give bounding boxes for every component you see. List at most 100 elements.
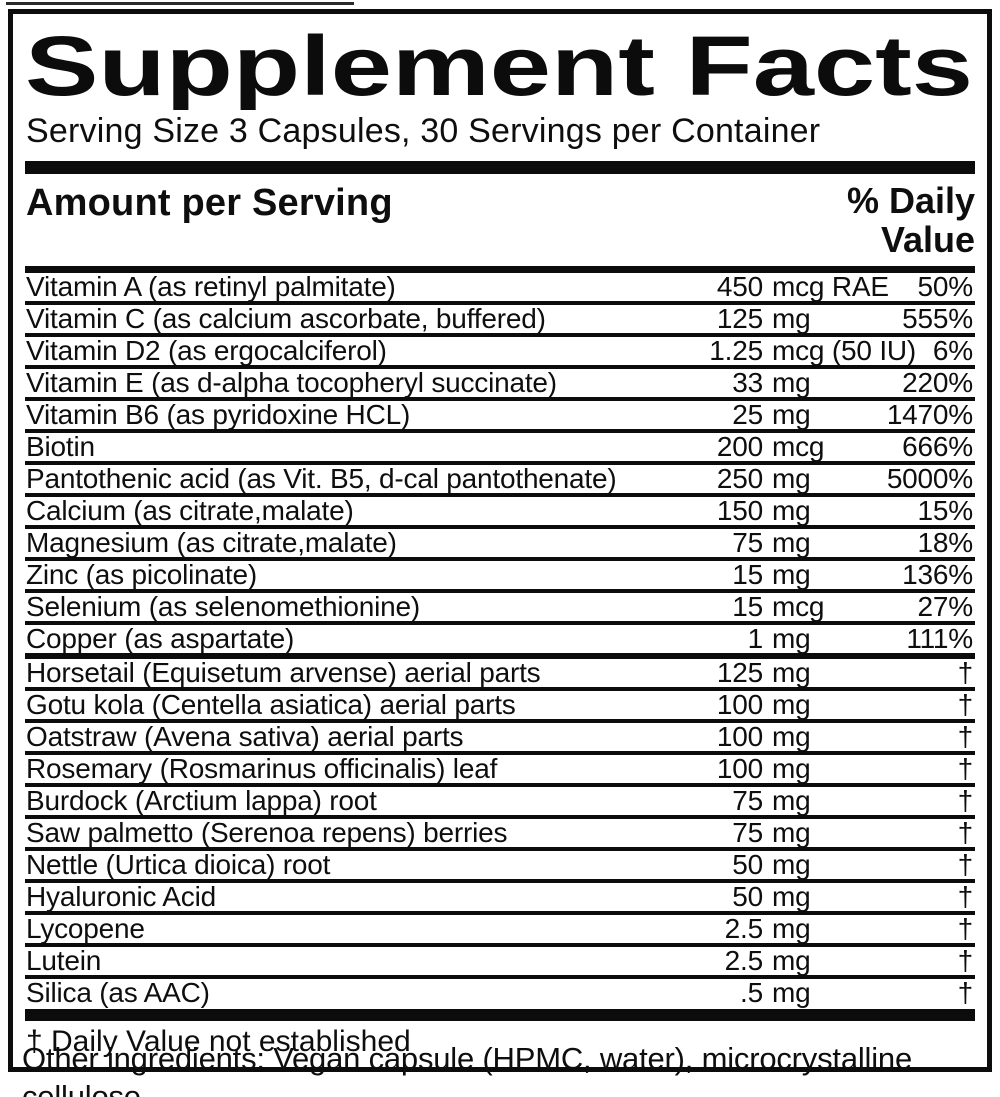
table-row: Vitamin D2 (as ergocalciferol) 1.25 mcg … [25,332,975,366]
table-row: Vitamin C (as calcium ascorbate, buffere… [25,300,975,334]
daily-value-header-line1: % Daily [846,180,975,221]
amount-number: 2.5 [724,912,764,944]
amount-per-serving-label: Amount per Serving [26,182,393,224]
ingredient-name: Oatstraw (Avena sativa) aerial parts [26,720,464,752]
daily-value-percent: † [957,816,974,848]
daily-value-percent: † [957,976,974,1008]
table-row: Horsetail (Equisetum arvense) aerial par… [25,652,975,688]
table-row: Nettle (Urtica dioica) root 50 mg † [25,846,975,880]
amount-number: 125 [716,656,763,688]
amount-number: 75 [732,526,763,558]
table-row: Lycopene 2.5 mg † [25,910,975,944]
amount-unit: mg [772,880,811,912]
amount-number: .5 [740,976,763,1008]
amount-unit: mg [772,462,811,494]
amount-number: 33 [732,366,763,398]
daily-value-header-line2: Value [880,218,975,260]
other-ingredients-text: Other ingredients: Vegan capsule (HPMC, … [22,1040,982,1097]
table-row: Oatstraw (Avena sativa) aerial parts 100… [25,718,975,752]
amount-unit: mg [772,944,811,976]
amount-number: 100 [716,752,763,784]
thick-rule-under-serving [25,161,975,174]
ingredient-name: Zinc (as picolinate) [26,558,257,590]
ingredient-name: Burdock (Arctium lappa) root [26,784,377,816]
daily-value-percent: 220% [902,366,973,398]
amount-unit: mg [772,656,811,688]
panel-title: Supplement Facts [25,19,975,113]
daily-value-percent: 27% [917,590,974,622]
facts-header-row: Amount per Serving % Daily Value [25,174,975,266]
thick-rule-above-footnote [25,1008,975,1021]
ingredient-name: Hyaluronic Acid [26,880,216,912]
table-row: Gotu kola (Centella asiatica) aerial par… [25,686,975,720]
table-row: Silica (as AAC) .5 mg † [25,974,975,1008]
table-row: Vitamin E (as d-alpha tocopheryl succina… [25,364,975,398]
amount-unit: mg [772,622,811,654]
daily-value-percent: † [957,944,974,976]
ingredient-name: Silica (as AAC) [26,976,210,1008]
amount-unit: mcg RAE [772,270,889,302]
amount-number: 450 [716,270,763,302]
amount-unit: mg [772,526,811,558]
amount-number: 75 [732,784,763,816]
table-row: Pantothenic acid (as Vit. B5, d-cal pant… [25,460,975,494]
daily-value-percent: † [957,880,974,912]
daily-value-percent: 1470% [886,398,973,430]
amount-number: 25 [732,398,763,430]
ingredient-name: Pantothenic acid (as Vit. B5, d-cal pant… [26,462,617,494]
table-row: Magnesium (as citrate,malate) 75 mg 18% [25,524,975,558]
table-row: Calcium (as citrate,malate) 150 mg 15% [25,492,975,526]
amount-unit: mg [772,302,811,334]
daily-value-percent: † [957,752,974,784]
daily-value-header: % Daily Value [846,180,975,260]
amount-unit: mcg (50 IU) [772,334,917,366]
daily-value-percent: 50% [917,270,974,302]
amount-number: 75 [732,816,763,848]
amount-unit: mcg [772,430,825,462]
daily-value-percent: 111% [906,622,973,654]
daily-value-percent: † [957,720,974,752]
daily-value-footnote: † Daily Value not established [26,1024,411,1058]
daily-value-percent: 136% [902,558,973,590]
amount-unit: mg [772,816,811,848]
ingredient-name: Vitamin E (as d-alpha tocopheryl succina… [26,366,557,398]
amount-number: 1.25 [709,334,763,366]
amount-unit: mg [772,398,811,430]
amount-unit: mg [772,688,811,720]
ingredient-name: Copper (as aspartate) [26,622,295,654]
amount-unit: mg [772,720,811,752]
amount-number: 2.5 [724,944,764,976]
daily-value-percent: † [957,912,974,944]
amount-number: 15 [732,590,763,622]
ingredient-name: Calcium (as citrate,malate) [26,494,354,526]
amount-unit: mg [772,912,811,944]
serving-size-line: Serving Size 3 Capsules, 30 Servings per… [26,112,821,150]
ingredient-name: Biotin [26,430,95,462]
table-row: Copper (as aspartate) 1 mg 111% [25,620,975,654]
panel-title-text: Supplement Facts [25,22,973,110]
daily-value-percent: † [957,656,974,688]
amount-number: 50 [732,880,763,912]
amount-number: 50 [732,848,763,880]
daily-value-percent: 666% [902,430,973,462]
amount-unit: mg [772,848,811,880]
table-row: Burdock (Arctium lappa) root 75 mg † [25,782,975,816]
amount-number: 150 [716,494,763,526]
amount-unit: mg [772,494,811,526]
table-row: Vitamin A (as retinyl palmitate) 450 mcg… [25,270,975,302]
amount-unit: mg [772,366,811,398]
ingredient-name: Nettle (Urtica dioica) root [26,848,331,880]
amount-unit: mg [772,752,811,784]
amount-number: 200 [716,430,763,462]
daily-value-percent: 15% [917,494,974,526]
table-row: Saw palmetto (Serenoa repens) berries 75… [25,814,975,848]
daily-value-percent: 5000% [886,462,973,494]
table-row: Biotin 200 mcg 666% [25,428,975,462]
ingredient-name: Selenium (as selenomethionine) [26,590,420,622]
ingredient-name: Vitamin A (as retinyl palmitate) [26,270,396,302]
supplement-facts-panel: Supplement Facts Serving Size 3 Capsules… [8,9,992,1072]
amount-number: 1 [747,622,764,654]
daily-value-percent: † [957,688,974,720]
ingredient-name: Rosemary (Rosmarinus officinalis) leaf [26,752,498,784]
amount-unit: mg [772,784,811,816]
